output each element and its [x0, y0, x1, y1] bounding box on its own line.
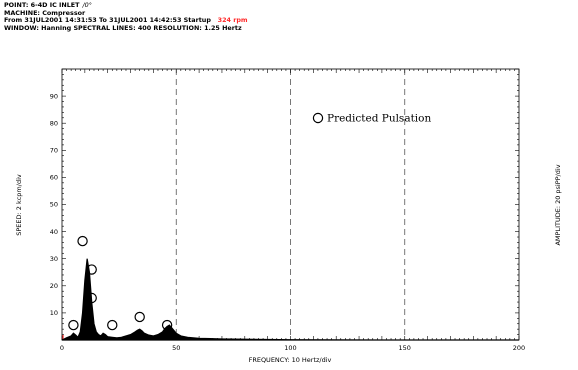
x-tick-label: 0: [60, 344, 64, 352]
y-tick-label: 40: [50, 228, 58, 236]
chart-header: POINT: 6-4D IC INLET/0° MACHINE: Compres…: [4, 1, 248, 32]
y-tick-labels: 10 20 30 40 50 60 70 80 90: [50, 92, 58, 317]
machine-label: MACHINE: Compressor: [4, 8, 86, 17]
legend-marker: [312, 112, 324, 124]
y-tick-label: 90: [50, 92, 58, 100]
y-axis-left-title: SPEED: 2 kcpm/div: [15, 174, 23, 236]
grid-lines: [62, 69, 406, 340]
rpm-value: 324 rpm: [217, 16, 248, 25]
x-tick-labels: 0 50 100 150 200: [60, 344, 525, 352]
predicted-pulsation-point: [134, 311, 145, 323]
predicted-pulsation-point: [68, 319, 79, 331]
point-angle: /0°: [82, 1, 92, 9]
predicted-pulsation-markers: [68, 235, 173, 331]
x-tick-label: 50: [172, 344, 180, 352]
predicted-pulsation-point: [86, 264, 97, 275]
predicted-pulsation-point: [86, 292, 97, 304]
spectrum-line: [61, 258, 519, 341]
y-tick-label: 70: [50, 147, 58, 155]
legend-label: Predicted Pulsation: [327, 113, 431, 125]
x-tick-label: 150: [399, 344, 411, 352]
y-tick-label: 10: [50, 309, 58, 317]
y-tick-label: 30: [50, 255, 58, 263]
y-tick-label: 50: [50, 201, 58, 209]
y-tick-label: 60: [50, 174, 58, 182]
predicted-pulsation-point: [77, 235, 88, 247]
point-label: POINT: 6-4D IC INLET: [4, 1, 80, 9]
y-tick-label: 20: [50, 282, 58, 290]
x-tick-label: 200: [513, 344, 525, 352]
predicted-pulsation-point: [107, 319, 118, 331]
time-range-label: From 31JUL2001 14:31:53 To 31JUL2001 14:…: [4, 16, 211, 25]
window-settings-label: WINDOW: Hanning SPECTRAL LINES: 400 RESO…: [4, 23, 242, 32]
y-axis-right-title: AMPLITUDE: 20 psiPP/div: [554, 164, 562, 245]
predicted-pulsation-point: [161, 319, 173, 331]
x-axis-title: FREQUENCY: 10 Hertz/div: [249, 356, 332, 364]
x-tick-label: 100: [284, 344, 296, 352]
y-tick-label: 80: [50, 119, 58, 127]
